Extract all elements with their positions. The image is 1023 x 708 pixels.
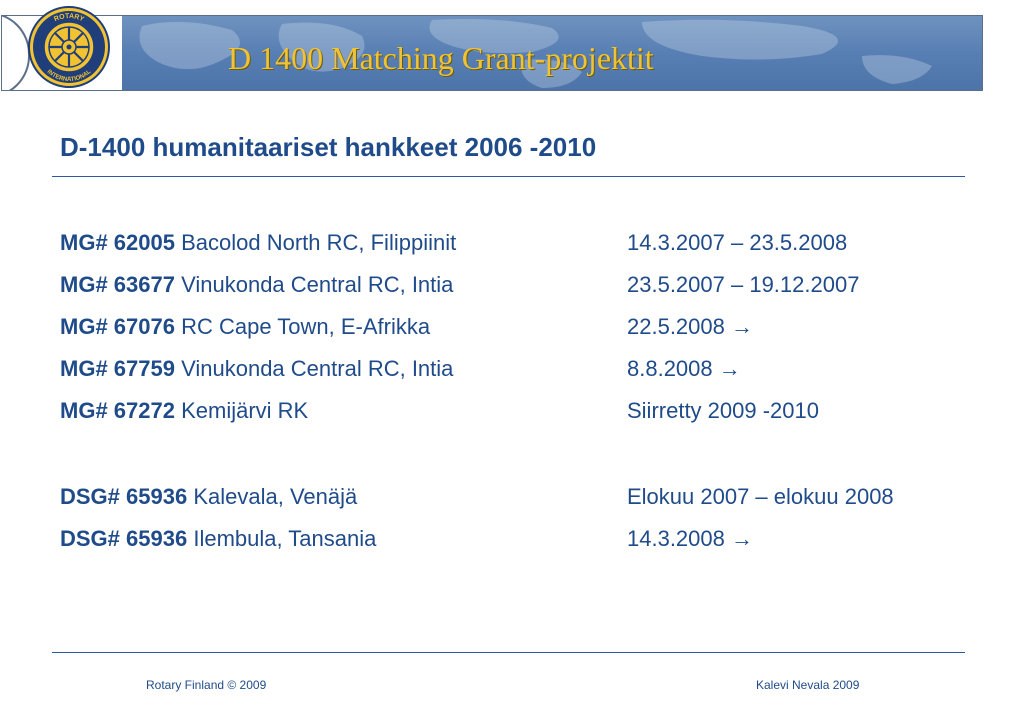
project-dates: 22.5.2008 → <box>627 314 753 339</box>
divider-bottom <box>52 652 965 653</box>
grant-row: DSG# 65936 Kalevala, Venäjä Elokuu 2007 … <box>60 480 960 522</box>
footer-left: Rotary Finland © 2009 <box>146 678 267 692</box>
project-dates: 8.8.2008 → <box>627 356 741 381</box>
project-code: MG# 67272 <box>60 398 175 423</box>
project-dates: Siirretty 2009 -2010 <box>627 398 819 423</box>
project-list: MG# 62005 Bacolod North RC, Filippiinit … <box>60 226 960 564</box>
rotary-logo: ROTARY INTERNATIONAL <box>28 6 110 88</box>
project-dates: 14.3.2007 – 23.5.2008 <box>627 230 848 255</box>
project-row: MG# 67272 Kemijärvi RK Siirretty 2009 -2… <box>60 394 960 436</box>
project-code: MG# 67759 <box>60 356 175 381</box>
project-name: RC Cape Town, E-Afrikka <box>181 314 431 339</box>
divider-top <box>52 176 965 177</box>
banner-title: D 1400 Matching Grant-projektit <box>228 40 654 76</box>
footer-right: Kalevi Nevala 2009 <box>756 678 860 692</box>
header-banner: D 1400 Matching Grant-projektit <box>1 15 983 91</box>
project-row: MG# 62005 Bacolod North RC, Filippiinit … <box>60 226 960 268</box>
project-name: Vinukonda Central RC, Intia <box>181 356 454 381</box>
world-map-background <box>139 19 932 88</box>
project-row: MG# 63677 Vinukonda Central RC, Intia 23… <box>60 268 960 310</box>
grant-dates: Elokuu 2007 – elokuu 2008 <box>627 484 894 509</box>
grant-name: Kalevala, Venäjä <box>193 484 358 509</box>
logo-text-top: ROTARY <box>53 13 85 24</box>
project-code: MG# 62005 <box>60 230 175 255</box>
project-dates: 23.5.2007 – 19.12.2007 <box>627 272 860 297</box>
project-name: Kemijärvi RK <box>181 398 309 423</box>
project-row: MG# 67076 RC Cape Town, E-Afrikka 22.5.2… <box>60 310 960 352</box>
row-spacer <box>60 436 960 480</box>
grant-name: Ilembula, Tansania <box>193 526 377 551</box>
grant-code: DSG# 65936 <box>60 484 188 509</box>
grant-row: DSG# 65936 Ilembula, Tansania 14.3.2008 … <box>60 522 960 564</box>
slide-subtitle: D-1400 humanitaariset hankkeet 2006 -201… <box>60 132 597 162</box>
project-name: Bacolod North RC, Filippiinit <box>181 230 457 255</box>
project-row: MG# 67759 Vinukonda Central RC, Intia 8.… <box>60 352 960 394</box>
grant-code: DSG# 65936 <box>60 526 188 551</box>
project-name: Vinukonda Central RC, Intia <box>181 272 454 297</box>
grant-dates: 14.3.2008 → <box>627 526 753 551</box>
project-code: MG# 67076 <box>60 314 175 339</box>
project-code: MG# 63677 <box>60 272 175 297</box>
